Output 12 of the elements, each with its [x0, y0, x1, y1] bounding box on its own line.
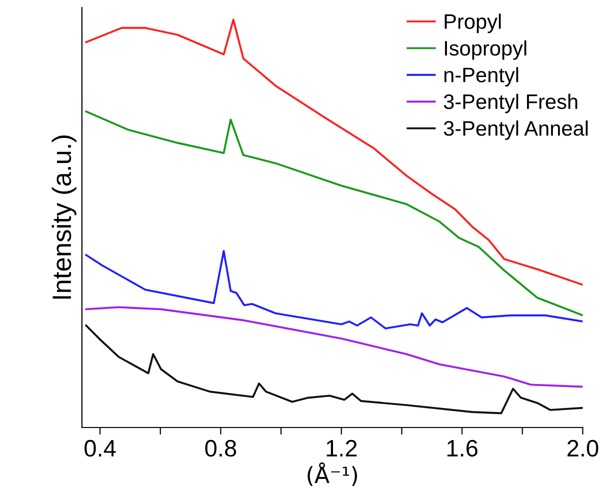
legend-label: n-Pentyl — [444, 67, 518, 86]
x-tick-label: 0.4 — [84, 440, 116, 457]
x-tick-label: 2.0 — [568, 440, 598, 457]
x-axis-title: (Å⁻¹) — [308, 462, 358, 486]
legend-label: Propyl — [444, 14, 501, 34]
legend-label: 3-Pentyl Fresh — [444, 94, 578, 114]
legend-label: Isopropyl — [445, 40, 526, 60]
legend-label: 3-Pentyl Anneal — [444, 120, 588, 140]
x-tick-label: 1.6 — [447, 440, 478, 457]
x-tick-label: 0.8 — [205, 440, 236, 457]
x-tick-label: 1.2 — [326, 440, 357, 456]
y-axis-title: Intensity (a.u.) — [52, 136, 76, 299]
